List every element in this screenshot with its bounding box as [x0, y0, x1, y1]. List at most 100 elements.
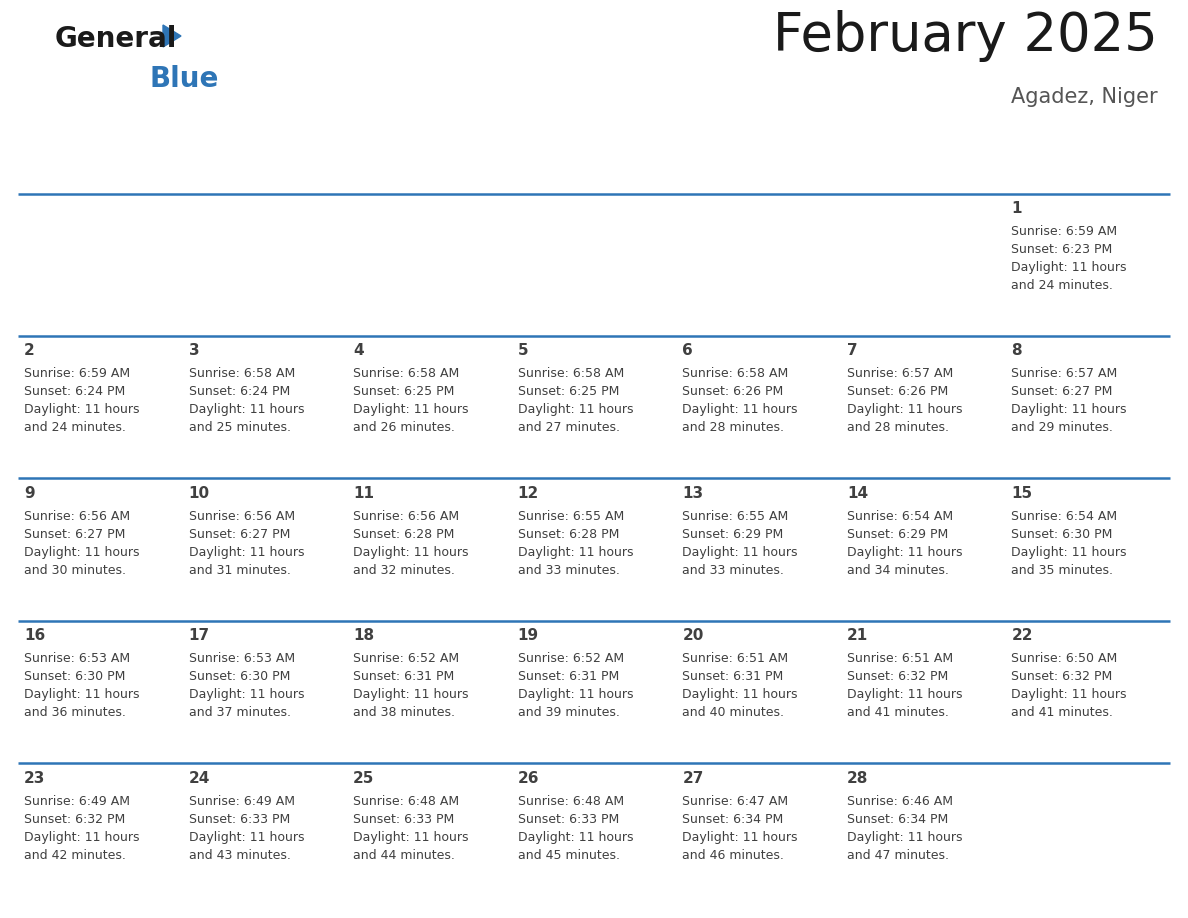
Text: Sunrise: 6:58 AM: Sunrise: 6:58 AM: [518, 367, 624, 380]
Text: Tuesday: Tuesday: [353, 159, 435, 177]
Text: Daylight: 11 hours: Daylight: 11 hours: [682, 688, 798, 701]
Text: 8: 8: [1011, 343, 1022, 358]
Text: Sunrise: 6:54 AM: Sunrise: 6:54 AM: [1011, 509, 1118, 522]
Text: Sunset: 6:32 PM: Sunset: 6:32 PM: [1011, 670, 1113, 683]
Text: and 31 minutes.: and 31 minutes.: [189, 564, 290, 577]
Polygon shape: [163, 25, 181, 47]
Text: Sunset: 6:30 PM: Sunset: 6:30 PM: [1011, 528, 1113, 541]
Text: 3: 3: [189, 343, 200, 358]
Text: and 41 minutes.: and 41 minutes.: [1011, 706, 1113, 719]
Text: 25: 25: [353, 770, 374, 786]
Text: 16: 16: [24, 628, 45, 644]
Text: Sunset: 6:27 PM: Sunset: 6:27 PM: [24, 528, 126, 541]
Text: Sunrise: 6:50 AM: Sunrise: 6:50 AM: [1011, 652, 1118, 666]
Text: Daylight: 11 hours: Daylight: 11 hours: [24, 688, 139, 701]
Text: Sunset: 6:32 PM: Sunset: 6:32 PM: [24, 812, 125, 825]
Text: and 46 minutes.: and 46 minutes.: [682, 848, 784, 862]
Text: Sunset: 6:26 PM: Sunset: 6:26 PM: [682, 386, 784, 398]
Text: Daylight: 11 hours: Daylight: 11 hours: [1011, 261, 1127, 274]
Text: Daylight: 11 hours: Daylight: 11 hours: [682, 831, 798, 844]
Text: Sunset: 6:29 PM: Sunset: 6:29 PM: [682, 528, 784, 541]
Text: Sunset: 6:26 PM: Sunset: 6:26 PM: [847, 386, 948, 398]
Text: Daylight: 11 hours: Daylight: 11 hours: [682, 546, 798, 559]
Text: Blue: Blue: [150, 65, 220, 93]
Text: and 28 minutes.: and 28 minutes.: [682, 421, 784, 434]
Text: Sunrise: 6:53 AM: Sunrise: 6:53 AM: [24, 652, 131, 666]
Text: Daylight: 11 hours: Daylight: 11 hours: [847, 831, 962, 844]
Text: Sunrise: 6:51 AM: Sunrise: 6:51 AM: [682, 652, 789, 666]
Text: Sunrise: 6:48 AM: Sunrise: 6:48 AM: [353, 795, 460, 808]
Text: Sunset: 6:32 PM: Sunset: 6:32 PM: [847, 670, 948, 683]
Text: and 28 minutes.: and 28 minutes.: [847, 421, 949, 434]
Text: Daylight: 11 hours: Daylight: 11 hours: [518, 688, 633, 701]
Text: and 39 minutes.: and 39 minutes.: [518, 706, 620, 719]
Text: Agadez, Niger: Agadez, Niger: [1011, 87, 1158, 107]
Text: Sunrise: 6:55 AM: Sunrise: 6:55 AM: [682, 509, 789, 522]
Text: and 24 minutes.: and 24 minutes.: [1011, 279, 1113, 292]
Text: and 35 minutes.: and 35 minutes.: [1011, 564, 1113, 577]
Text: Sunrise: 6:59 AM: Sunrise: 6:59 AM: [1011, 225, 1118, 238]
Text: and 44 minutes.: and 44 minutes.: [353, 848, 455, 862]
Text: Sunrise: 6:49 AM: Sunrise: 6:49 AM: [24, 795, 129, 808]
Text: Sunrise: 6:58 AM: Sunrise: 6:58 AM: [682, 367, 789, 380]
Text: 23: 23: [24, 770, 45, 786]
Text: and 27 minutes.: and 27 minutes.: [518, 421, 620, 434]
Text: Daylight: 11 hours: Daylight: 11 hours: [189, 688, 304, 701]
Text: Sunrise: 6:56 AM: Sunrise: 6:56 AM: [189, 509, 295, 522]
Text: Sunset: 6:24 PM: Sunset: 6:24 PM: [24, 386, 125, 398]
Text: Sunset: 6:33 PM: Sunset: 6:33 PM: [189, 812, 290, 825]
Text: Daylight: 11 hours: Daylight: 11 hours: [189, 831, 304, 844]
Text: and 45 minutes.: and 45 minutes.: [518, 848, 620, 862]
Text: Daylight: 11 hours: Daylight: 11 hours: [353, 688, 468, 701]
Text: Sunrise: 6:47 AM: Sunrise: 6:47 AM: [682, 795, 789, 808]
Text: 22: 22: [1011, 628, 1032, 644]
Text: 15: 15: [1011, 486, 1032, 501]
Text: 10: 10: [189, 486, 210, 501]
Text: and 42 minutes.: and 42 minutes.: [24, 848, 126, 862]
Text: Sunset: 6:27 PM: Sunset: 6:27 PM: [189, 528, 290, 541]
Text: and 30 minutes.: and 30 minutes.: [24, 564, 126, 577]
Text: Sunday: Sunday: [24, 159, 99, 177]
Text: and 24 minutes.: and 24 minutes.: [24, 421, 126, 434]
Text: Daylight: 11 hours: Daylight: 11 hours: [682, 403, 798, 417]
Text: 2: 2: [24, 343, 34, 358]
Text: Sunrise: 6:51 AM: Sunrise: 6:51 AM: [847, 652, 953, 666]
Text: Sunset: 6:30 PM: Sunset: 6:30 PM: [24, 670, 126, 683]
Text: Sunset: 6:31 PM: Sunset: 6:31 PM: [518, 670, 619, 683]
Text: Sunset: 6:27 PM: Sunset: 6:27 PM: [1011, 386, 1113, 398]
Text: Daylight: 11 hours: Daylight: 11 hours: [24, 546, 139, 559]
Text: Friday: Friday: [847, 159, 909, 177]
Text: Sunrise: 6:58 AM: Sunrise: 6:58 AM: [189, 367, 295, 380]
Text: and 43 minutes.: and 43 minutes.: [189, 848, 290, 862]
Text: and 33 minutes.: and 33 minutes.: [682, 564, 784, 577]
Text: Sunrise: 6:52 AM: Sunrise: 6:52 AM: [518, 652, 624, 666]
Text: Monday: Monday: [189, 159, 267, 177]
Text: Sunset: 6:33 PM: Sunset: 6:33 PM: [518, 812, 619, 825]
Text: Sunrise: 6:46 AM: Sunrise: 6:46 AM: [847, 795, 953, 808]
Text: Daylight: 11 hours: Daylight: 11 hours: [189, 546, 304, 559]
Text: 21: 21: [847, 628, 868, 644]
Text: 14: 14: [847, 486, 868, 501]
Text: 7: 7: [847, 343, 858, 358]
Text: 28: 28: [847, 770, 868, 786]
Text: Sunset: 6:28 PM: Sunset: 6:28 PM: [353, 528, 455, 541]
Text: Sunrise: 6:55 AM: Sunrise: 6:55 AM: [518, 509, 624, 522]
Text: February 2025: February 2025: [773, 10, 1158, 62]
Text: and 26 minutes.: and 26 minutes.: [353, 421, 455, 434]
Text: and 34 minutes.: and 34 minutes.: [847, 564, 949, 577]
Text: Sunset: 6:31 PM: Sunset: 6:31 PM: [353, 670, 454, 683]
Text: Sunrise: 6:49 AM: Sunrise: 6:49 AM: [189, 795, 295, 808]
Text: Daylight: 11 hours: Daylight: 11 hours: [24, 403, 139, 417]
Text: Daylight: 11 hours: Daylight: 11 hours: [1011, 688, 1127, 701]
Text: Daylight: 11 hours: Daylight: 11 hours: [1011, 403, 1127, 417]
Text: Sunset: 6:28 PM: Sunset: 6:28 PM: [518, 528, 619, 541]
Text: and 36 minutes.: and 36 minutes.: [24, 706, 126, 719]
Text: Sunset: 6:33 PM: Sunset: 6:33 PM: [353, 812, 454, 825]
Text: Sunset: 6:29 PM: Sunset: 6:29 PM: [847, 528, 948, 541]
Text: 9: 9: [24, 486, 34, 501]
Text: Sunset: 6:24 PM: Sunset: 6:24 PM: [189, 386, 290, 398]
Text: 12: 12: [518, 486, 539, 501]
Text: Sunset: 6:30 PM: Sunset: 6:30 PM: [189, 670, 290, 683]
Text: Daylight: 11 hours: Daylight: 11 hours: [847, 403, 962, 417]
Text: and 29 minutes.: and 29 minutes.: [1011, 421, 1113, 434]
